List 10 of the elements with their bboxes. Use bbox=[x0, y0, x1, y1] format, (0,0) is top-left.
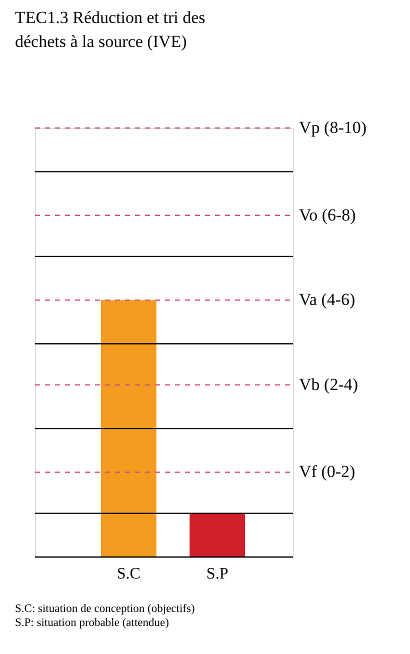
ref-line-label: Vf (0-2) bbox=[299, 462, 356, 482]
ref-line-label: Vo (6-8) bbox=[299, 205, 356, 224]
x-tick-label: S.P bbox=[206, 566, 228, 582]
text: S.C: situation de conception (objectifs) bbox=[15, 603, 195, 615]
ref-line-label: Va (4-6) bbox=[299, 290, 356, 310]
text: S.P: situation probable (attendue) bbox=[15, 617, 170, 629]
chart-title: TEC1.3 Réduction et tri des déchets à la source (IVE) bbox=[15, 8, 206, 51]
ref-line-label: Vp (8-10) bbox=[299, 118, 367, 137]
ref-line-label: Vb (2-4) bbox=[299, 374, 358, 394]
x-tick-label: S.C bbox=[116, 566, 140, 582]
